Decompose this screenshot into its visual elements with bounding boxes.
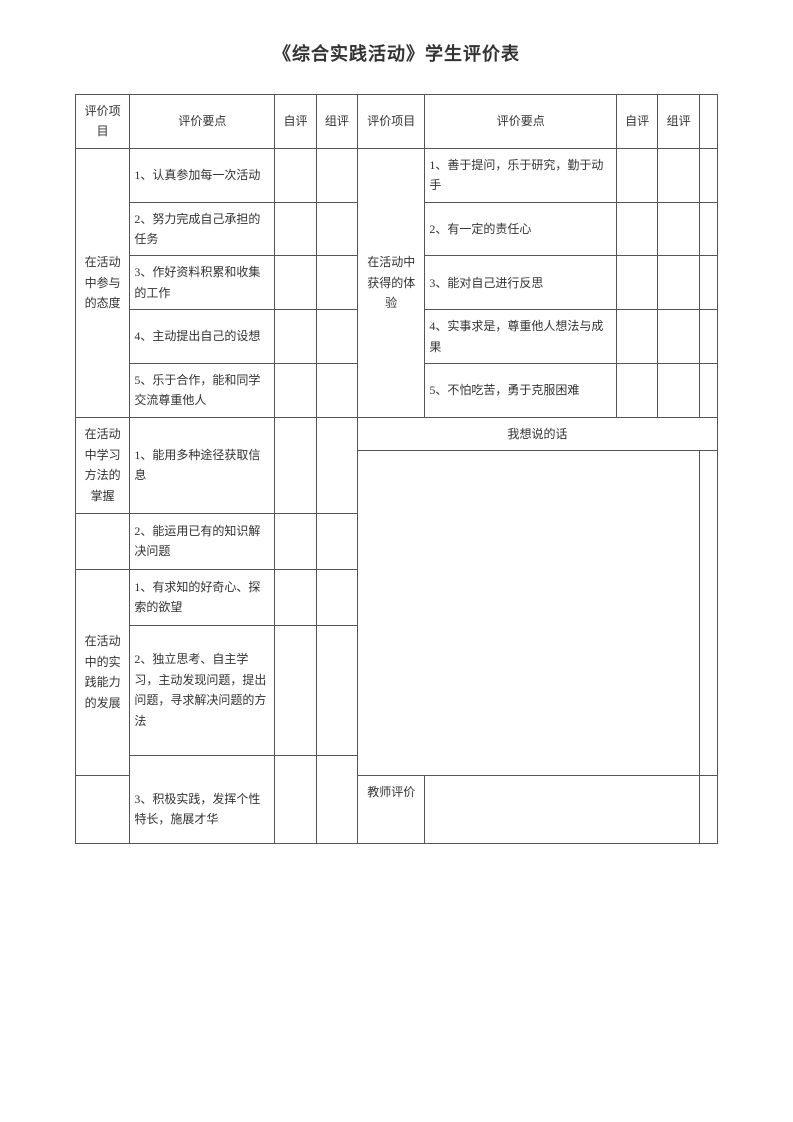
experience-point-2: 2、有一定的责任心 <box>425 202 617 256</box>
group-cell[interactable] <box>658 363 699 417</box>
self-cell[interactable] <box>275 513 316 569</box>
experience-label: 在活动中获得的体验 <box>358 148 425 417</box>
hdr-self-b: 自评 <box>616 95 657 149</box>
extra-cell <box>699 363 717 417</box>
attitude-point-5: 5、乐于合作，能和同学交流尊重他人 <box>130 363 275 417</box>
experience-point-4: 4、实事求是，尊重他人想法与成果 <box>425 310 617 364</box>
self-cell[interactable] <box>275 775 316 843</box>
self-cell[interactable] <box>275 569 316 625</box>
hdr-extra <box>699 95 717 149</box>
self-cell[interactable] <box>275 148 316 202</box>
group-cell[interactable] <box>658 256 699 310</box>
experience-point-5: 5、不怕吃苦，勇于克服困难 <box>425 363 617 417</box>
group-cell[interactable] <box>316 256 357 310</box>
self-cell[interactable] <box>616 363 657 417</box>
group-cell[interactable] <box>658 310 699 364</box>
practice-point-3: 3、积极实践，发挥个性特长，施展才华 <box>130 775 275 843</box>
method-label: 在活动中学习方法的掌握 <box>76 417 130 513</box>
hdr-group-a: 组评 <box>316 95 357 149</box>
group-cell[interactable] <box>658 202 699 256</box>
self-cell[interactable] <box>275 755 316 775</box>
group-cell[interactable] <box>316 202 357 256</box>
practice-label: 在活动中的实践能力的发展 <box>76 569 130 775</box>
group-cell[interactable] <box>316 755 357 775</box>
self-cell[interactable] <box>616 148 657 202</box>
teacher-label: 教师评价 <box>358 775 425 843</box>
header-row: 评价项目 评价要点 自评 组评 评价项目 评价要点 自评 组评 <box>76 95 718 149</box>
group-cell[interactable] <box>316 775 357 843</box>
hdr-project-a: 评价项目 <box>76 95 130 149</box>
self-cell[interactable] <box>275 202 316 256</box>
attitude-point-3: 3、作好资料积累和收集的工作 <box>130 256 275 310</box>
experience-point-3: 3、能对自己进行反思 <box>425 256 617 310</box>
page-title: 《综合实践活动》学生评价表 <box>75 40 718 66</box>
group-cell[interactable] <box>658 148 699 202</box>
practice-spacer <box>130 755 275 775</box>
self-cell[interactable] <box>275 363 316 417</box>
attitude-point-1: 1、认真参加每一次活动 <box>130 148 275 202</box>
self-cell[interactable] <box>275 256 316 310</box>
attitude-point-2: 2、努力完成自己承担的任务 <box>130 202 275 256</box>
self-cell[interactable] <box>275 310 316 364</box>
extra-cell <box>699 310 717 364</box>
group-cell[interactable] <box>316 625 357 755</box>
attitude-label: 在活动中参与的态度 <box>76 148 130 417</box>
self-cell[interactable] <box>616 310 657 364</box>
evaluation-table: 评价项目 评价要点 自评 组评 评价项目 评价要点 自评 组评 在活动中参与的态… <box>75 94 718 844</box>
method-point-2: 2、能运用已有的知识解决问题 <box>130 513 275 569</box>
practice-label-cont <box>76 775 130 843</box>
self-cell[interactable] <box>616 202 657 256</box>
practice-point-2: 2、独立思考、自主学习，主动发现问题，提出问题，寻求解决问题的方法 <box>130 625 275 755</box>
attitude-point-4: 4、主动提出自己的设想 <box>130 310 275 364</box>
extra-cell <box>699 451 717 776</box>
self-cell[interactable] <box>616 256 657 310</box>
mywords-header: 我想说的话 <box>358 417 718 450</box>
extra-cell <box>699 148 717 202</box>
hdr-project-b: 评价项目 <box>358 95 425 149</box>
extra-cell <box>699 256 717 310</box>
group-cell[interactable] <box>316 569 357 625</box>
hdr-point-b: 评价要点 <box>425 95 617 149</box>
group-cell[interactable] <box>316 417 357 513</box>
extra-cell <box>699 202 717 256</box>
hdr-self-a: 自评 <box>275 95 316 149</box>
experience-point-1: 1、善于提问，乐于研究，勤于动手 <box>425 148 617 202</box>
mywords-area[interactable] <box>358 451 700 776</box>
group-cell[interactable] <box>316 363 357 417</box>
group-cell[interactable] <box>316 148 357 202</box>
hdr-group-b: 组评 <box>658 95 699 149</box>
practice-point-1: 1、有求知的好奇心、探索的欲望 <box>130 569 275 625</box>
self-cell[interactable] <box>275 625 316 755</box>
hdr-point-a: 评价要点 <box>130 95 275 149</box>
self-cell[interactable] <box>275 417 316 513</box>
group-cell[interactable] <box>316 513 357 569</box>
group-cell[interactable] <box>316 310 357 364</box>
method-point-1: 1、能用多种途径获取信息 <box>130 417 275 513</box>
teacher-area[interactable] <box>425 775 699 843</box>
extra-cell <box>699 775 717 843</box>
method-label-2 <box>76 513 130 569</box>
